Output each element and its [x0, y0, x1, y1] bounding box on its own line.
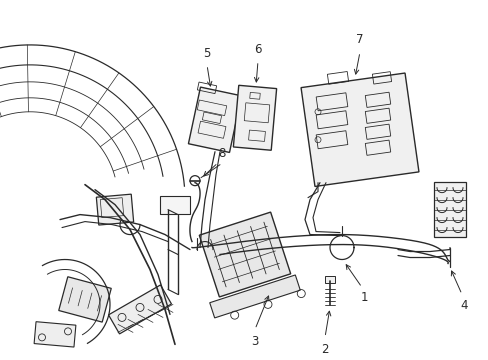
Polygon shape [96, 194, 133, 225]
Text: 4: 4 [459, 300, 467, 312]
Text: 8: 8 [218, 147, 225, 160]
Polygon shape [160, 195, 190, 213]
Text: 1: 1 [360, 292, 367, 305]
Polygon shape [325, 276, 334, 283]
Text: 3: 3 [251, 336, 258, 348]
Polygon shape [233, 85, 276, 150]
Polygon shape [433, 182, 465, 237]
Text: 6: 6 [254, 43, 261, 56]
Text: 5: 5 [203, 47, 210, 60]
Polygon shape [59, 277, 111, 322]
Polygon shape [34, 322, 76, 347]
Text: 7: 7 [356, 33, 363, 46]
Polygon shape [199, 212, 290, 297]
Polygon shape [209, 275, 300, 318]
Polygon shape [108, 285, 171, 334]
Text: 2: 2 [321, 343, 328, 356]
Polygon shape [301, 73, 418, 186]
Polygon shape [188, 87, 241, 152]
